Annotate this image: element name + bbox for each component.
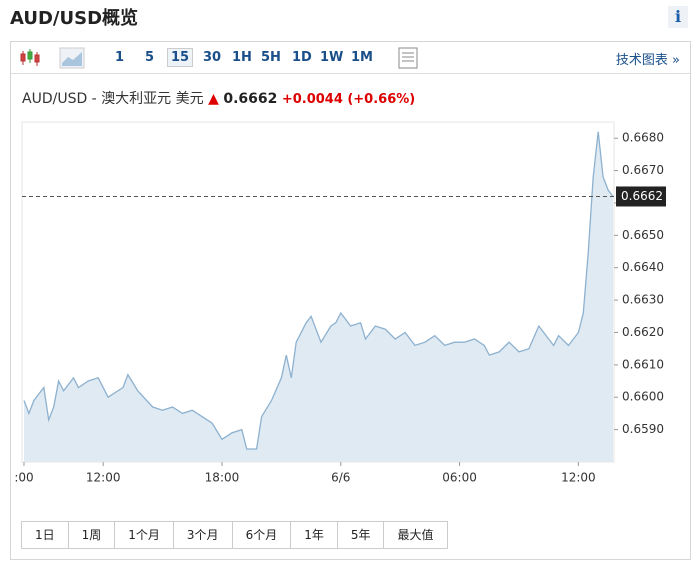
y-tick-label: 0.6650 — [622, 228, 664, 242]
range-buttons: 1日 1周 1个月 3个月 6个月 1年 5年 最大值 — [21, 521, 448, 549]
price: 0.6662 — [223, 91, 278, 107]
x-tick-label: 12:00 — [86, 471, 121, 485]
info-button[interactable]: i — [668, 6, 688, 28]
y-tick-label: 0.6590 — [622, 422, 664, 436]
range-button[interactable]: 6个月 — [231, 521, 292, 549]
widget-frame — [10, 41, 691, 560]
y-tick-label: 0.6620 — [622, 325, 664, 339]
y-tick-label: 0.6610 — [622, 357, 664, 371]
y-tick-label: 0.6670 — [622, 163, 664, 177]
tech-chart-link[interactable]: 技术图表 » — [615, 53, 680, 68]
x-tick-label: 18:00 — [205, 471, 240, 485]
change-pct: (+0.66%) — [347, 92, 416, 107]
x-tick-label: 12:00 — [561, 471, 596, 485]
interval-button[interactable]: 1 — [115, 50, 125, 65]
y-tick-label: 0.6600 — [622, 390, 664, 404]
interval-button[interactable]: 1H — [232, 50, 252, 65]
interval-button[interactable]: 1D — [292, 50, 312, 65]
interval-button[interactable]: 15 — [167, 48, 194, 67]
table-icon[interactable] — [393, 43, 423, 73]
title: AUD/USD概览 — [10, 8, 139, 29]
interval-button[interactable]: 1M — [351, 50, 373, 65]
interval-button[interactable]: 30 — [203, 50, 222, 65]
x-tick-label: :00 — [14, 471, 33, 485]
change: +0.0044 — [281, 92, 343, 107]
interval-button[interactable]: 5H — [261, 50, 281, 65]
quote-line: AUD/USD - 澳大利亚元 美元 ▲ 0.6662 +0.0044 (+0.… — [22, 88, 415, 108]
range-button[interactable]: 1年 — [290, 521, 338, 549]
last-price-box — [616, 186, 666, 207]
candle-icon[interactable] — [17, 43, 57, 73]
chart: 0.6590 0.6600 0.6610 0.6620 0.6630 0.6640 0.66… — [14, 121, 666, 485]
area-icon[interactable] — [57, 43, 87, 73]
toolbar: 技术图表 » 1 5 15 30 1H 5H 1D 1W 1M — [11, 43, 690, 74]
y-tick-label: 0.6630 — [622, 293, 664, 307]
x-tick-label: 06:00 — [442, 471, 477, 485]
y-tick-label: 0.6680 — [622, 131, 664, 145]
x-tick-label: 6/6 — [331, 471, 350, 485]
up-arrow: ▲ — [208, 91, 219, 107]
pair-name: AUD/USD - 澳大利亚元 美元 — [22, 91, 204, 107]
price-line — [23, 131, 614, 450]
range-button[interactable]: 1周 — [67, 521, 116, 549]
range-button[interactable]: 1日 — [21, 521, 69, 549]
range-button[interactable]: 最大值 — [383, 521, 448, 549]
y-tick-label: 0.6640 — [622, 260, 664, 274]
area-fill — [23, 131, 614, 462]
interval-button[interactable]: 1W — [320, 50, 344, 65]
range-button[interactable]: 5年 — [336, 521, 385, 549]
range-button[interactable]: 3个月 — [172, 521, 233, 549]
interval-button[interactable]: 5 — [145, 50, 155, 65]
last-price-label: 0.6662 — [621, 189, 663, 203]
range-button[interactable]: 1个月 — [114, 521, 174, 549]
